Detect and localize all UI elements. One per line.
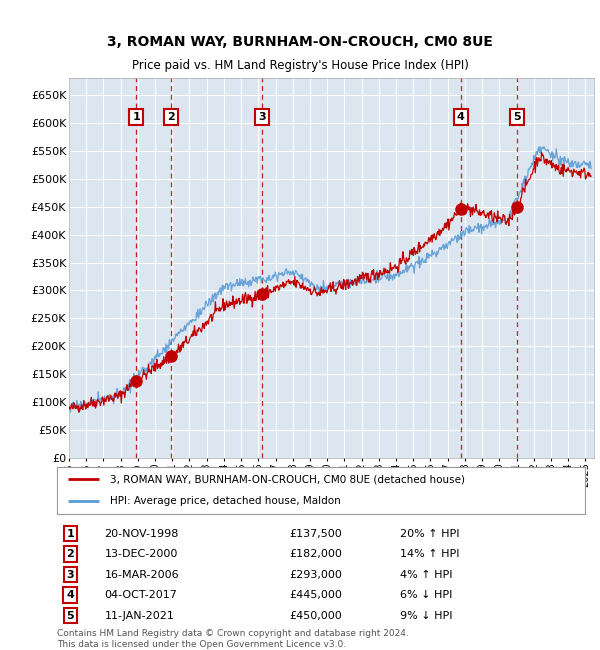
Text: 3: 3 [258, 112, 266, 122]
Text: 20% ↑ HPI: 20% ↑ HPI [400, 528, 460, 539]
Text: 04-OCT-2017: 04-OCT-2017 [104, 590, 178, 600]
Text: 5: 5 [513, 112, 521, 122]
Text: 9% ↓ HPI: 9% ↓ HPI [400, 610, 453, 621]
Text: 3: 3 [67, 569, 74, 580]
Text: £137,500: £137,500 [289, 528, 342, 539]
Text: £182,000: £182,000 [289, 549, 342, 559]
Text: 2: 2 [167, 112, 175, 122]
Text: 16-MAR-2006: 16-MAR-2006 [104, 569, 179, 580]
Text: £450,000: £450,000 [289, 610, 342, 621]
Text: HPI: Average price, detached house, Maldon: HPI: Average price, detached house, Mald… [110, 496, 341, 506]
Text: 3, ROMAN WAY, BURNHAM-ON-CROUCH, CM0 8UE (detached house): 3, ROMAN WAY, BURNHAM-ON-CROUCH, CM0 8UE… [110, 474, 465, 484]
Text: 20-NOV-1998: 20-NOV-1998 [104, 528, 179, 539]
Text: Price paid vs. HM Land Registry's House Price Index (HPI): Price paid vs. HM Land Registry's House … [131, 58, 469, 72]
Text: 11-JAN-2021: 11-JAN-2021 [104, 610, 175, 621]
Text: 1: 1 [67, 528, 74, 539]
Text: 14% ↑ HPI: 14% ↑ HPI [400, 549, 460, 559]
Text: 4: 4 [457, 112, 464, 122]
Text: 6% ↓ HPI: 6% ↓ HPI [400, 590, 452, 600]
Text: 2: 2 [67, 549, 74, 559]
Text: 5: 5 [67, 610, 74, 621]
Text: 3, ROMAN WAY, BURNHAM-ON-CROUCH, CM0 8UE: 3, ROMAN WAY, BURNHAM-ON-CROUCH, CM0 8UE [107, 34, 493, 49]
Text: £293,000: £293,000 [289, 569, 342, 580]
Text: 1: 1 [132, 112, 140, 122]
Text: 4% ↑ HPI: 4% ↑ HPI [400, 569, 453, 580]
Text: 13-DEC-2000: 13-DEC-2000 [104, 549, 178, 559]
Text: £445,000: £445,000 [289, 590, 342, 600]
Text: 4: 4 [66, 590, 74, 600]
Text: Contains HM Land Registry data © Crown copyright and database right 2024.
This d: Contains HM Land Registry data © Crown c… [57, 629, 409, 649]
